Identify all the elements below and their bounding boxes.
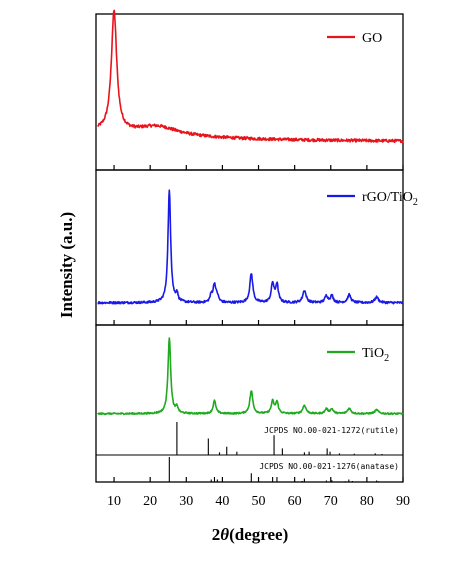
legend-text-main: GO: [362, 31, 382, 46]
x-tick-label: 80: [360, 494, 374, 509]
xrd-curve-3: [97, 337, 404, 416]
panel-frame: [95, 324, 404, 483]
reference-label: JCPDS NO.00-021-1272(rutile): [264, 426, 399, 435]
reference-label: JCPDS NO.00-021-1276(anatase): [259, 462, 399, 471]
x-label-theta: θ: [220, 525, 229, 544]
reference-patterns: JCPDS NO.00-021-1272(rutile) JCPDS NO.00-…: [168, 422, 399, 482]
x-axis: 10 20 30 40 50 60 70 80 90: [107, 494, 410, 509]
legend-text-main: TiO: [362, 346, 384, 361]
x-label-prefix: 2: [212, 525, 221, 544]
legend-label: TiO2: [362, 346, 389, 364]
legend-text-main: rGO/TiO: [362, 190, 413, 205]
x-tick-label: 50: [252, 494, 266, 509]
xrd-curve-2: [97, 189, 404, 305]
legend-label: rGO/TiO2: [362, 190, 418, 208]
xrd-curves: [97, 9, 404, 416]
x-tick-label: 30: [179, 494, 193, 509]
x-tick-label: 40: [215, 494, 229, 509]
legend-subscript: 2: [384, 353, 389, 364]
panel-frames: [95, 13, 404, 483]
x-tick-label: 90: [396, 494, 410, 509]
x-tick-label: 70: [324, 494, 338, 509]
x-tick-label: 60: [288, 494, 302, 509]
y-axis-label: Intensity (a.u.): [57, 212, 76, 318]
legend-label: GO: [362, 31, 382, 46]
legend-subscript: 2: [413, 197, 418, 208]
x-label-rest: (degree): [229, 525, 288, 544]
x-tick-label: 10: [107, 494, 121, 509]
panel-frame: [95, 13, 404, 171]
x-axis-label: 2θ(degree): [212, 525, 288, 544]
x-tick-label: 20: [143, 494, 157, 509]
xrd-curve-1: [97, 9, 404, 144]
